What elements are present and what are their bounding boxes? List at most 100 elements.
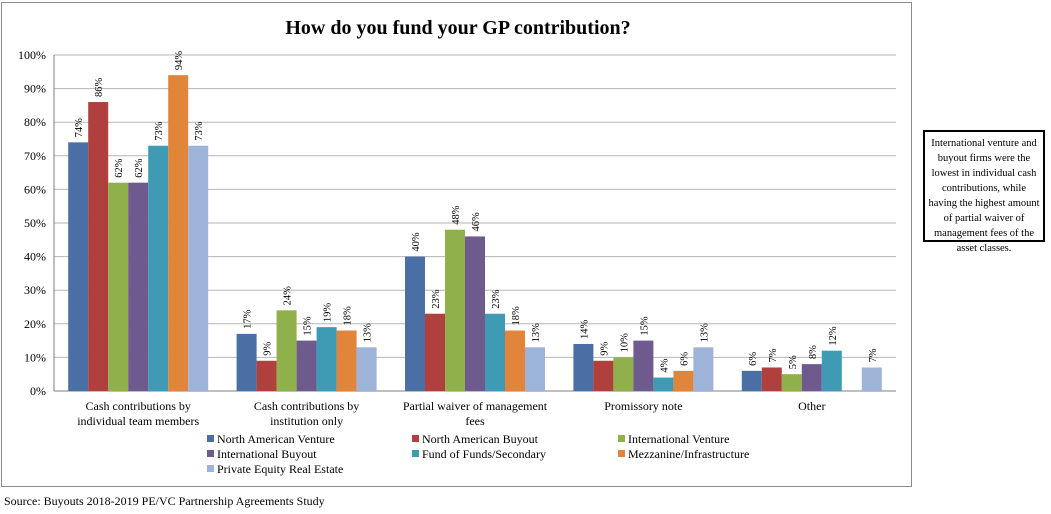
- data-label: 24%: [283, 286, 294, 306]
- legend-label: Fund of Funds/Secondary: [422, 447, 546, 461]
- bar: [821, 350, 842, 391]
- category-label: Other: [798, 399, 825, 413]
- y-tick-label: 50%: [24, 216, 46, 230]
- category-label: Cash contributions by: [86, 399, 191, 413]
- category-label: Partial waiver of management: [403, 399, 548, 413]
- data-label: 73%: [194, 121, 205, 141]
- bar: [505, 330, 525, 391]
- bar: [861, 367, 882, 391]
- bar: [68, 142, 89, 391]
- bar: [88, 102, 109, 391]
- bar: [336, 330, 357, 391]
- legend-label: International Buyout: [217, 447, 317, 461]
- y-tick-label: 90%: [24, 82, 46, 96]
- bar: [613, 357, 634, 391]
- data-label: 7%: [768, 348, 779, 362]
- bar: [465, 236, 485, 391]
- data-label: 23%: [431, 289, 442, 309]
- annotation-box: International venture and buyout firms w…: [923, 130, 1045, 254]
- legend-label: North American Venture: [217, 432, 335, 446]
- data-label: 40%: [411, 232, 422, 252]
- bar: [356, 347, 377, 391]
- bar: [573, 343, 594, 391]
- data-label: 18%: [511, 306, 522, 326]
- bar: [633, 340, 654, 391]
- bar: [188, 145, 209, 391]
- data-label: 17%: [243, 309, 254, 329]
- bar: [525, 347, 545, 391]
- bar: [673, 370, 694, 391]
- data-label: 48%: [451, 205, 462, 225]
- bar: [593, 360, 614, 391]
- legend-swatch: [207, 465, 214, 472]
- data-label: 8%: [808, 345, 819, 359]
- bar: [108, 182, 129, 391]
- bar: [296, 340, 317, 391]
- data-label: 9%: [263, 342, 274, 356]
- category-label: institution only: [270, 414, 343, 428]
- bar: [425, 313, 445, 391]
- legend-swatch: [412, 435, 419, 442]
- data-label: 46%: [471, 212, 482, 232]
- legend-label: Mezzanine/Infrastructure: [628, 447, 749, 461]
- y-tick-label: 10%: [24, 350, 46, 364]
- data-label: 73%: [154, 121, 165, 141]
- bar: [256, 360, 277, 391]
- chart-frame: How do you fund your GP contribution? 0%…: [1, 2, 912, 487]
- category-label: fees: [465, 414, 485, 428]
- bar: [653, 377, 674, 391]
- data-label: 86%: [94, 78, 105, 98]
- bar: [316, 327, 337, 391]
- chart-title: How do you fund your GP contribution?: [285, 17, 630, 39]
- y-tick-label: 0%: [30, 384, 46, 398]
- data-label: 14%: [579, 319, 590, 339]
- bar: [485, 313, 505, 391]
- bar: [445, 229, 465, 391]
- bar: [801, 364, 822, 391]
- category-label: Cash contributions by: [254, 399, 359, 413]
- bar: [781, 374, 802, 391]
- bar: [168, 75, 189, 391]
- category-label: individual team members: [77, 414, 199, 428]
- data-label: 15%: [303, 316, 314, 336]
- legend-swatch: [412, 450, 419, 457]
- bar: [761, 367, 782, 391]
- data-label: 12%: [828, 326, 839, 346]
- data-label: 13%: [531, 323, 542, 343]
- data-label: 18%: [343, 306, 354, 326]
- legend-label: International Venture: [628, 432, 729, 446]
- category-label: Promissory note: [604, 399, 682, 413]
- data-label: 10%: [619, 333, 630, 353]
- y-tick-label: 100%: [18, 48, 46, 62]
- legend-swatch: [207, 450, 214, 457]
- data-label: 6%: [748, 352, 759, 366]
- legend-swatch: [618, 435, 625, 442]
- bar: [128, 182, 149, 391]
- legend-label: Private Equity Real Estate: [217, 462, 343, 476]
- data-label: 13%: [699, 323, 710, 343]
- y-tick-label: 80%: [24, 115, 46, 129]
- data-label: 13%: [363, 323, 374, 343]
- data-label: 74%: [74, 118, 85, 138]
- data-label: 19%: [323, 303, 334, 323]
- y-tick-label: 30%: [24, 283, 46, 297]
- legend-swatch: [207, 435, 214, 442]
- y-tick-label: 70%: [24, 149, 46, 163]
- y-tick-label: 20%: [24, 317, 46, 331]
- data-label: 6%: [679, 352, 690, 366]
- bar: [148, 145, 169, 391]
- legend-label: North American Buyout: [422, 432, 539, 446]
- bar: [276, 310, 297, 391]
- bar: [405, 256, 425, 391]
- bar-chart: How do you fund your GP contribution? 0%…: [18, 17, 896, 476]
- data-label: 5%: [788, 355, 799, 369]
- data-label: 9%: [599, 342, 610, 356]
- data-label: 4%: [659, 358, 670, 372]
- data-label: 7%: [868, 348, 879, 362]
- bar: [236, 333, 257, 391]
- data-label: 23%: [491, 289, 502, 309]
- bar: [741, 370, 762, 391]
- data-label: 15%: [639, 316, 650, 336]
- legend-swatch: [618, 450, 625, 457]
- y-tick-label: 60%: [24, 182, 46, 196]
